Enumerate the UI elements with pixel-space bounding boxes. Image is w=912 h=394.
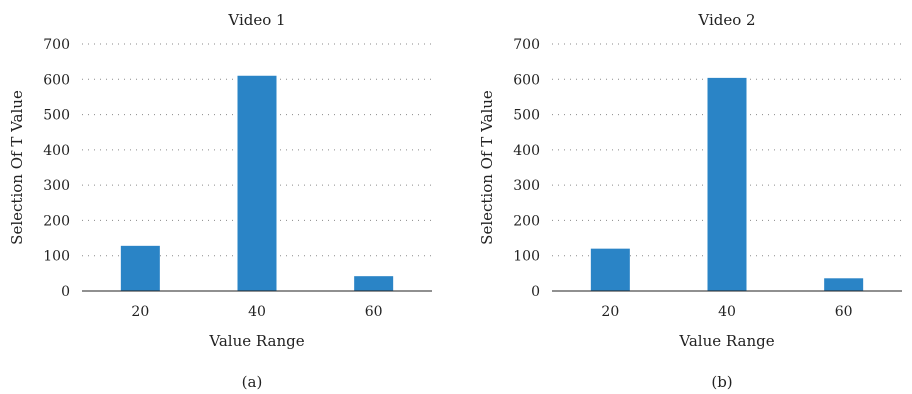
x-tick-label: 40 (248, 304, 266, 320)
y-tick-label: 600 (513, 72, 540, 88)
y-tick-label: 700 (513, 37, 540, 53)
y-tick-label: 400 (513, 143, 540, 159)
x-tick-label: 60 (365, 304, 383, 320)
y-tick-label: 500 (513, 108, 540, 124)
y-tick-label: 500 (43, 108, 70, 124)
x-tick-labels: 20 40 60 (601, 304, 852, 320)
bar-20 (120, 245, 160, 291)
bar-20 (590, 248, 630, 291)
chart-panel-video-2: Video 2 0 100 200 300 400 500 600 700 20 40 60 Se… (478, 11, 902, 391)
bar-60 (354, 276, 394, 291)
x-tick-label: 60 (835, 304, 853, 320)
x-tick-label: 40 (718, 304, 736, 320)
y-tick-label: 600 (43, 72, 70, 88)
y-tick-label: 700 (43, 37, 70, 53)
y-axis-label: Selection Of T Value (8, 90, 26, 245)
chart-title: Video 1 (227, 11, 285, 29)
bars (590, 77, 864, 291)
panel-caption: (b) (711, 373, 732, 391)
y-tick-labels: 0 100 200 300 400 500 600 700 (43, 37, 70, 300)
y-tick-label: 100 (513, 249, 540, 265)
bar-60 (824, 278, 864, 291)
y-tick-label: 300 (513, 178, 540, 194)
y-tick-label: 300 (43, 178, 70, 194)
x-tick-labels: 20 40 60 (131, 304, 382, 320)
x-tick-label: 20 (601, 304, 619, 320)
y-tick-label: 0 (531, 284, 540, 300)
bar-40 (237, 75, 277, 291)
y-tick-labels: 0 100 200 300 400 500 600 700 (513, 37, 540, 300)
y-tick-label: 400 (43, 143, 70, 159)
y-tick-label: 0 (61, 284, 70, 300)
chart-title: Video 2 (697, 11, 755, 29)
x-axis-label: Value Range (208, 332, 304, 350)
bars (120, 75, 394, 291)
y-tick-label: 100 (43, 249, 70, 265)
bar-40 (707, 77, 747, 291)
x-axis-label: Value Range (678, 332, 774, 350)
y-axis-label: Selection Of T Value (478, 90, 496, 245)
y-tick-label: 200 (513, 213, 540, 229)
panel-caption: (a) (242, 373, 263, 391)
x-tick-label: 20 (131, 304, 149, 320)
chart-panel-video-1: Video 1 0 100 200 300 400 500 600 700 20 40 60 Se… (8, 11, 432, 391)
y-tick-label: 200 (43, 213, 70, 229)
